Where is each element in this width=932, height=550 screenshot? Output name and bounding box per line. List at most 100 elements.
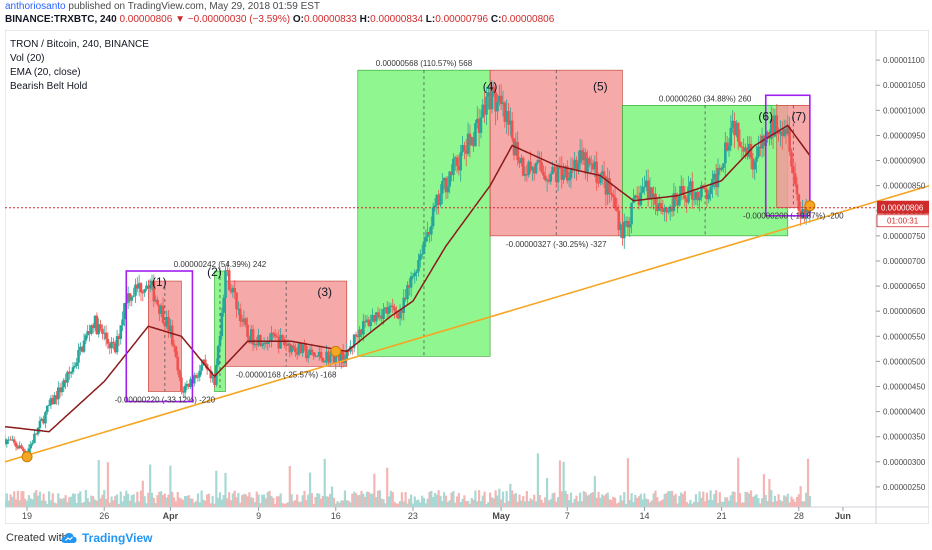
author-link[interactable]: anthoriosanto	[5, 1, 66, 12]
candle-body	[170, 325, 174, 345]
price-chart[interactable]: -0.00000220 (-33.12%) -220 0.00000242 (54…	[3, 29, 932, 525]
tradingview-brand[interactable]: TradingView	[82, 531, 153, 545]
volume-bar	[53, 502, 56, 507]
volume-bar	[424, 503, 427, 507]
volume-bar	[108, 502, 111, 507]
candle-body	[505, 111, 508, 122]
candle-body	[260, 344, 264, 346]
candle-body	[606, 178, 610, 195]
candle-body	[560, 167, 564, 180]
candle-body	[297, 343, 301, 355]
volume-bar	[790, 496, 793, 507]
candle-body	[384, 307, 387, 309]
candle-body	[446, 186, 450, 193]
volume-bar	[529, 498, 532, 507]
countdown-label: 01:00:31	[887, 217, 919, 226]
candle-body	[231, 288, 235, 293]
volume-bar	[805, 492, 808, 507]
candle-body	[233, 288, 236, 293]
candle-body	[494, 91, 497, 112]
volume-bar	[25, 500, 29, 507]
volume-bar	[362, 493, 365, 507]
volume-bar	[242, 493, 245, 507]
candle-body	[246, 324, 249, 337]
volume-bar	[60, 499, 64, 507]
volume-bar	[454, 502, 457, 507]
candle-body	[663, 207, 666, 212]
candle-body	[130, 296, 134, 301]
y-tick-label: 0.00001000	[883, 106, 926, 115]
volume-bar	[659, 500, 663, 507]
volume-bar	[422, 497, 426, 507]
candle-body	[172, 344, 176, 347]
volume-bar	[301, 495, 304, 507]
volume-bar	[11, 496, 14, 507]
volume-bar	[608, 499, 611, 507]
volume-bar	[299, 501, 302, 507]
volume-bar	[483, 491, 486, 507]
volume-bar	[641, 499, 644, 507]
candle-body	[457, 165, 461, 171]
volume-bar	[59, 498, 62, 507]
chart-area[interactable]: -0.00000220 (-33.12%) -220 0.00000242 (54…	[3, 29, 932, 525]
volume-bar	[189, 498, 192, 507]
volume-bar	[150, 492, 154, 507]
candle-body	[532, 166, 536, 174]
candle-body	[176, 356, 180, 371]
volume-bar	[722, 501, 725, 507]
candle-body	[374, 312, 378, 322]
x-tick-label: 21	[717, 511, 727, 521]
volume-bar	[290, 494, 293, 507]
pivot-marker-1	[21, 451, 33, 463]
candle-body	[396, 314, 400, 319]
candle-body	[617, 210, 621, 231]
volume-bar	[577, 501, 580, 507]
volume-bar	[624, 503, 628, 507]
close-label: C:	[490, 14, 502, 25]
volume-bar	[669, 491, 672, 507]
candle-body	[639, 192, 643, 206]
volume-bar	[369, 493, 372, 507]
volume-bar	[351, 493, 354, 507]
volume-bar	[421, 495, 424, 507]
candle-body	[531, 166, 534, 171]
candle-body	[413, 272, 417, 277]
measure-label-1: -0.00000220 (-33.12%) -220	[115, 396, 216, 405]
candle-body	[224, 270, 227, 298]
candle-body	[58, 387, 62, 393]
volume-bar	[79, 491, 82, 507]
candle-body	[75, 362, 78, 366]
volume-bar	[48, 491, 51, 507]
candle-body	[648, 187, 652, 200]
volume-bar	[303, 490, 306, 507]
volume-bar	[115, 494, 119, 507]
volume-bar	[103, 490, 106, 507]
y-tick-label: 0.00000500	[883, 357, 926, 366]
candle-body	[599, 173, 602, 183]
volume-bar	[325, 496, 328, 507]
candle-body	[143, 289, 146, 293]
price-change: −0.00000030 (−3.59%)	[187, 14, 291, 25]
candle-body	[630, 202, 633, 225]
volume-bar	[5, 493, 8, 507]
candle-body	[689, 181, 692, 187]
candle-body	[665, 207, 668, 213]
candle-body	[306, 355, 310, 359]
volume-bar	[792, 499, 795, 507]
volume-bar	[466, 500, 470, 507]
volume-bar	[553, 492, 556, 507]
tradingview-cloud-icon[interactable]	[61, 532, 77, 544]
volume-bar	[645, 498, 648, 507]
volume-bar	[643, 493, 646, 507]
publish-line: anthoriosanto published on TradingView.c…	[5, 1, 320, 12]
candle-body	[237, 308, 240, 310]
volume-bar	[84, 490, 87, 507]
candle-body	[316, 355, 319, 357]
volume-bar	[733, 491, 736, 507]
candle-body	[780, 131, 784, 136]
volume-bar	[623, 492, 626, 507]
candle-body	[53, 395, 56, 405]
candle-body	[782, 128, 786, 136]
volume-bar	[406, 503, 409, 507]
volume-bar	[755, 494, 758, 507]
